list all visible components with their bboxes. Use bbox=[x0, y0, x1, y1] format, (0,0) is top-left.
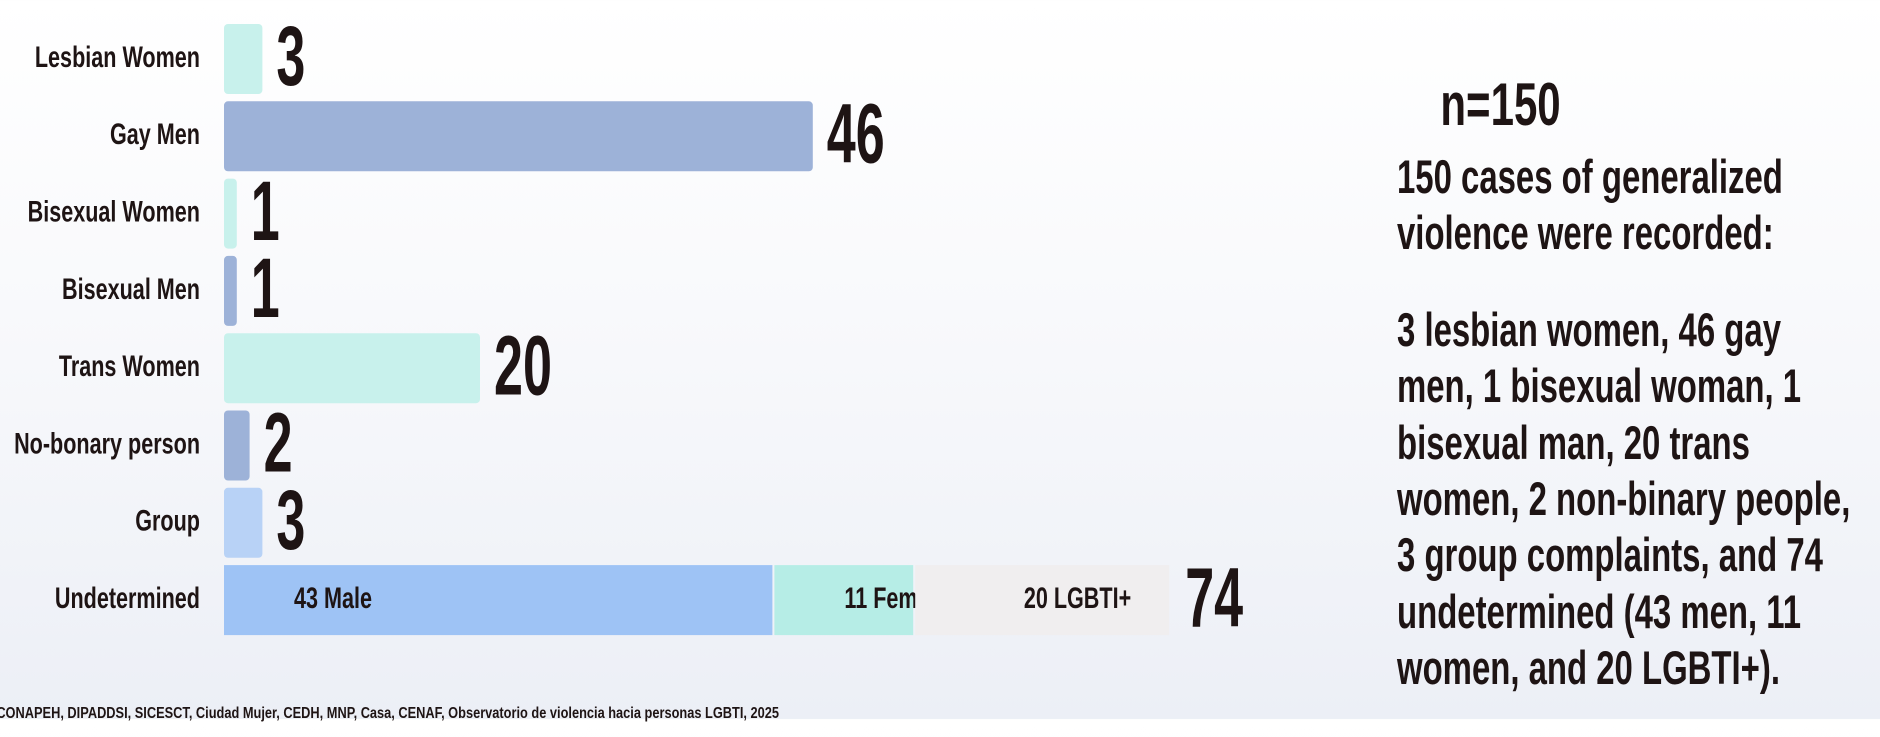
bar-segment bbox=[774, 565, 914, 636]
value-label: 2 bbox=[264, 396, 293, 490]
value-label: 1 bbox=[251, 241, 280, 335]
segment-label: 20 LGBTI+ bbox=[1024, 580, 1131, 614]
value-label: 1 bbox=[251, 164, 280, 258]
category-label: No-bonary person bbox=[14, 426, 200, 460]
category-label: Bisexual Men bbox=[62, 271, 200, 305]
bar bbox=[224, 487, 263, 558]
bar bbox=[224, 333, 480, 404]
category-label: Bisexual Women bbox=[28, 194, 200, 228]
side-panel: n=150 150 cases of generalized violence … bbox=[1397, 70, 1859, 737]
page: {"chart_data": {"type": "hbar", "categor… bbox=[0, 0, 1880, 722]
value-label: 3 bbox=[276, 9, 305, 103]
sample-size: n=150 bbox=[1440, 71, 1561, 138]
value-label: 3 bbox=[276, 473, 305, 567]
bar bbox=[224, 24, 263, 94]
bar-segment bbox=[224, 565, 773, 636]
value-label: 46 bbox=[827, 87, 885, 181]
value-label: 20 bbox=[494, 319, 552, 413]
category-label: Gay Men bbox=[110, 117, 200, 151]
category-label: Group bbox=[135, 503, 200, 537]
chart: Lesbian Women 3 Gay Men 46 Bisexual Women 1 Bi… bbox=[14, 9, 1243, 645]
category-label: Lesbian Women bbox=[35, 39, 200, 73]
bar bbox=[224, 178, 237, 249]
category-label: Trans Women bbox=[59, 349, 200, 383]
bar bbox=[224, 410, 250, 481]
source: tios CONAPEH, DIPADDSI, SICESCT, Ciudad … bbox=[0, 705, 779, 722]
segment-label: 43 Male bbox=[294, 580, 372, 614]
bar-segment bbox=[915, 565, 1170, 636]
value-label: 74 bbox=[1185, 551, 1243, 645]
bar bbox=[224, 255, 237, 326]
bar bbox=[224, 101, 813, 172]
summary: 150 cases of generalized violence were r… bbox=[1397, 150, 1783, 260]
category-label: Undetermined bbox=[55, 580, 200, 614]
detail: 3 lesbian women, 46 gay men, 1 bisexual … bbox=[1397, 302, 1851, 695]
